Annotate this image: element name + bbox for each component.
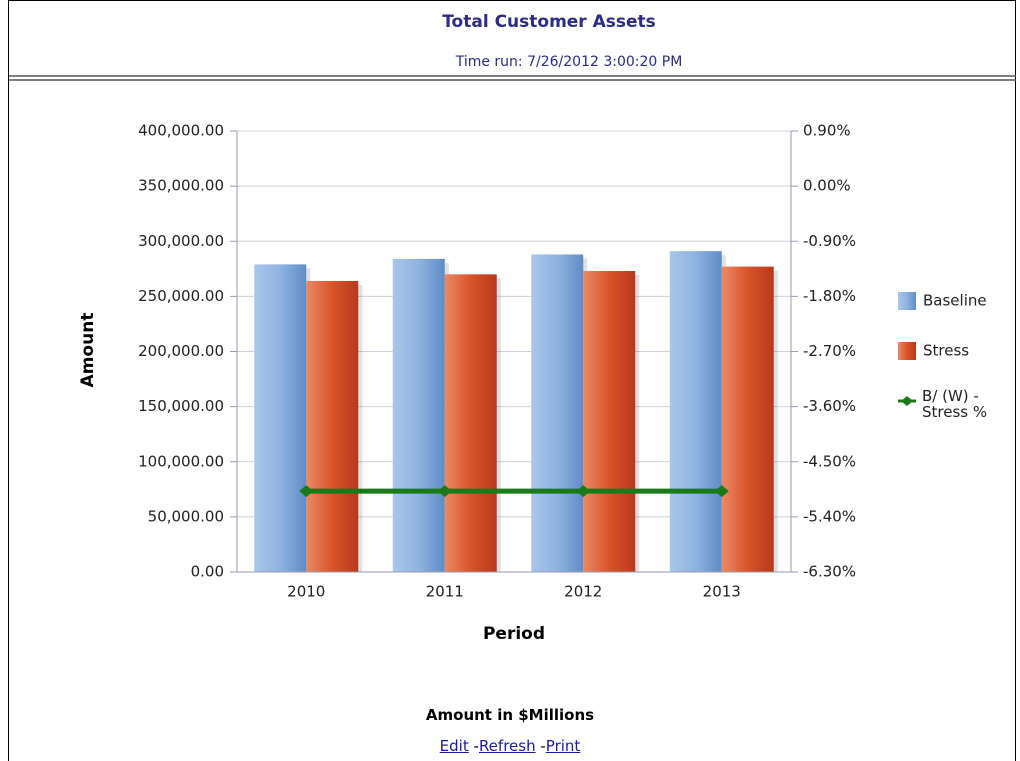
bar xyxy=(583,271,636,572)
y2-tick-label: 0.00% xyxy=(803,177,851,195)
y-tick-label: 150,000.00 xyxy=(138,397,224,415)
chart-title: Total Customer Assets xyxy=(442,12,656,32)
y-tick-label: 250,000.00 xyxy=(138,287,224,305)
link[interactable]: Print xyxy=(545,737,581,755)
y-tick-label: 200,000.00 xyxy=(138,342,224,360)
legend-label: Baseline xyxy=(923,292,987,310)
y2-tick-label: -4.50% xyxy=(803,452,856,470)
y-tick-label: 100,000.00 xyxy=(138,452,224,470)
x-tick-label: 2012 xyxy=(564,583,602,601)
bar xyxy=(531,254,584,573)
bar xyxy=(392,258,445,572)
legend-swatch xyxy=(898,292,916,310)
y-tick-label: 350,000.00 xyxy=(138,177,224,195)
footer-note: Amount in $Millions xyxy=(0,706,1020,724)
y2-tick-label: -2.70% xyxy=(803,342,856,360)
bar xyxy=(669,251,722,573)
separator: - xyxy=(540,737,546,755)
y2-tick-label: -5.40% xyxy=(803,507,856,525)
y-tick-label: 50,000.00 xyxy=(148,507,224,525)
y-tick-label: 400,000.00 xyxy=(138,122,224,140)
legend-swatch xyxy=(901,396,913,406)
y2-tick-label: -3.60% xyxy=(803,397,856,415)
legend-swatch xyxy=(898,342,916,360)
y2-tick-label: -0.90% xyxy=(803,232,856,250)
y-tick-label: 300,000.00 xyxy=(138,232,224,250)
separator: - xyxy=(473,737,479,755)
x-tick-label: 2010 xyxy=(287,583,325,601)
link[interactable]: Refresh xyxy=(478,737,536,755)
line-marker xyxy=(437,485,452,498)
chart-subtitle: Time run: 7/26/2012 3:00:20 PM xyxy=(455,54,683,70)
report-frame xyxy=(8,0,1016,761)
footer-links: Edit -Refresh -Print xyxy=(0,737,1020,755)
line-marker xyxy=(576,485,591,498)
x-axis-title: Period xyxy=(483,624,545,644)
note: Amount in $Millions xyxy=(425,706,595,724)
line-marker xyxy=(714,485,729,498)
link[interactable]: Edit xyxy=(439,737,469,755)
bar xyxy=(254,264,307,572)
bar xyxy=(306,280,359,572)
x-tick-label: 2013 xyxy=(703,583,741,601)
y-axis-title: Amount xyxy=(78,313,98,388)
y2-tick-label: 0.90% xyxy=(803,122,851,140)
y2-tick-label: -6.30% xyxy=(803,563,856,581)
bar xyxy=(721,266,774,572)
line-marker xyxy=(299,485,314,498)
legend-label: Stress xyxy=(923,342,969,360)
legend-label: B/ (W) - Stress % xyxy=(922,387,988,421)
bar xyxy=(444,274,497,572)
y-tick-label: 0.00 xyxy=(191,563,224,581)
y2-tick-label: -1.80% xyxy=(803,287,856,305)
x-tick-label: 2011 xyxy=(426,583,464,601)
